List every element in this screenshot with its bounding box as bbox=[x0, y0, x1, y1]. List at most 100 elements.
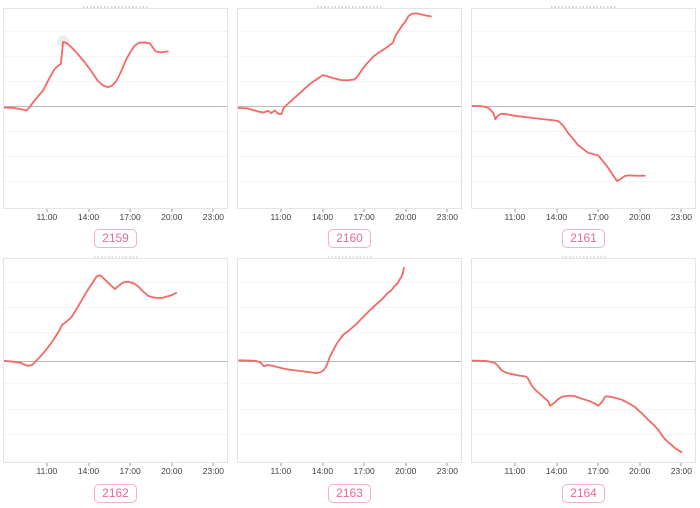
x-tick-label: 14:00 bbox=[77, 466, 100, 476]
x-tick-label: 14:00 bbox=[545, 466, 568, 476]
x-tick-label: 20:00 bbox=[161, 212, 183, 222]
price-line-svg bbox=[238, 9, 461, 208]
horizontal-gridline bbox=[472, 156, 695, 158]
chart-panel-2164: 11:00 14:00 17:00 20:00 23:00 2164 bbox=[471, 254, 696, 508]
chart-panel-2161: 11:00 14:00 17:00 20:00 23:00 2161 bbox=[471, 0, 696, 254]
line-chart-plot bbox=[3, 8, 228, 209]
x-tick-mark bbox=[280, 209, 282, 212]
price-line-svg bbox=[472, 259, 695, 462]
horizontal-gridline bbox=[472, 55, 695, 57]
baseline-reference-line bbox=[4, 105, 227, 107]
chart-panel-2162: 11:00 14:00 17:00 20:00 23:00 2162 bbox=[3, 254, 228, 508]
clipped-chart-title bbox=[3, 254, 228, 258]
clipped-chart-title bbox=[471, 0, 696, 8]
horizontal-gridline bbox=[238, 409, 461, 411]
illegible-title-text bbox=[550, 5, 617, 8]
horizontal-gridline bbox=[4, 130, 227, 132]
x-axis: 11:00 14:00 17:00 20:00 23:00 bbox=[3, 463, 228, 478]
x-tick-mark bbox=[363, 209, 365, 212]
series-line bbox=[4, 275, 176, 366]
x-tick-mark bbox=[405, 209, 407, 212]
x-tick-mark bbox=[129, 209, 131, 212]
x-tick-mark bbox=[639, 463, 641, 466]
x-tick-label: 11:00 bbox=[270, 466, 292, 476]
x-tick-label: 17:00 bbox=[587, 212, 609, 222]
chart-id-badge-2161[interactable]: 2161 bbox=[562, 229, 605, 248]
chart-id-badge-2162[interactable]: 2162 bbox=[94, 483, 137, 503]
x-tick-label: 23:00 bbox=[670, 212, 693, 222]
horizontal-gridline bbox=[4, 383, 227, 385]
horizontal-gridline bbox=[238, 31, 461, 33]
horizontal-gridline bbox=[472, 81, 695, 83]
horizontal-gridline bbox=[238, 180, 461, 182]
x-tick-label: 17:00 bbox=[119, 466, 141, 476]
horizontal-gridline bbox=[472, 180, 695, 182]
horizontal-gridline bbox=[238, 55, 461, 57]
horizontal-gridline bbox=[472, 409, 695, 411]
badge-row: 2164 bbox=[471, 478, 696, 508]
chart-id-badge-2164[interactable]: 2164 bbox=[562, 483, 605, 503]
x-tick-label: 11:00 bbox=[36, 466, 58, 476]
x-tick-label: 23:00 bbox=[202, 466, 225, 476]
x-axis: 11:00 14:00 17:00 20:00 23:00 bbox=[471, 209, 696, 223]
clipped-chart-title bbox=[237, 254, 462, 258]
chart-id-badge-2163[interactable]: 2163 bbox=[328, 483, 371, 503]
x-tick-mark bbox=[680, 463, 682, 466]
x-tick-label: 23:00 bbox=[202, 212, 225, 222]
x-tick-label: 14:00 bbox=[545, 212, 568, 222]
series-line bbox=[472, 361, 682, 452]
chart-id-badge-2159[interactable]: 2159 bbox=[94, 229, 137, 248]
horizontal-gridline bbox=[238, 156, 461, 158]
horizontal-gridline bbox=[238, 383, 461, 385]
price-line-svg bbox=[4, 259, 227, 462]
x-tick-mark bbox=[556, 209, 557, 212]
x-tick-label: 23:00 bbox=[436, 212, 459, 222]
chart-id-badge-2160[interactable]: 2160 bbox=[328, 229, 371, 248]
illegible-title-text bbox=[93, 256, 138, 258]
price-line-svg bbox=[472, 9, 695, 208]
price-line-svg bbox=[4, 9, 227, 208]
x-tick-mark bbox=[46, 463, 48, 466]
horizontal-gridline bbox=[472, 306, 695, 308]
clipped-chart-title bbox=[3, 0, 228, 8]
baseline-reference-line bbox=[4, 360, 227, 362]
x-tick-mark bbox=[514, 463, 516, 466]
line-chart-plot bbox=[3, 258, 228, 463]
badge-row: 2162 bbox=[3, 478, 228, 508]
horizontal-gridline bbox=[238, 281, 461, 283]
clipped-chart-title bbox=[237, 0, 462, 8]
x-tick-label: 11:00 bbox=[270, 212, 292, 222]
x-tick-label: 17:00 bbox=[587, 466, 609, 476]
illegible-title-text bbox=[561, 256, 606, 258]
horizontal-gridline bbox=[238, 306, 461, 308]
chart-panel-2159: 11:00 14:00 17:00 20:00 23:00 2159 bbox=[3, 0, 228, 254]
x-tick-mark bbox=[280, 463, 282, 466]
horizontal-gridline bbox=[472, 130, 695, 132]
illegible-title-text bbox=[316, 5, 383, 8]
x-tick-mark bbox=[597, 209, 599, 212]
line-chart-plot bbox=[471, 8, 696, 209]
horizontal-gridline bbox=[472, 434, 695, 436]
series-line bbox=[238, 13, 431, 114]
horizontal-gridline bbox=[4, 434, 227, 436]
x-tick-mark bbox=[88, 209, 89, 212]
badge-row: 2161 bbox=[471, 223, 696, 254]
x-axis: 11:00 14:00 17:00 20:00 23:00 bbox=[237, 463, 462, 478]
line-chart-plot bbox=[471, 258, 696, 463]
series-line bbox=[239, 268, 404, 373]
price-line-svg bbox=[238, 259, 461, 462]
x-tick-mark bbox=[171, 209, 173, 212]
chart-panel-2163: 11:00 14:00 17:00 20:00 23:00 2163 bbox=[237, 254, 462, 508]
x-tick-mark bbox=[212, 463, 214, 466]
x-tick-mark bbox=[129, 463, 131, 466]
x-tick-mark bbox=[639, 209, 641, 212]
chart-panel-2160: 11:00 14:00 17:00 20:00 23:00 2160 bbox=[237, 0, 462, 254]
horizontal-gridline bbox=[4, 332, 227, 334]
line-chart-plot bbox=[237, 8, 462, 209]
x-tick-label: 23:00 bbox=[436, 466, 459, 476]
x-tick-label: 14:00 bbox=[77, 212, 100, 222]
horizontal-gridline bbox=[4, 156, 227, 158]
badge-row: 2160 bbox=[237, 223, 462, 254]
line-chart-plot bbox=[237, 258, 462, 463]
